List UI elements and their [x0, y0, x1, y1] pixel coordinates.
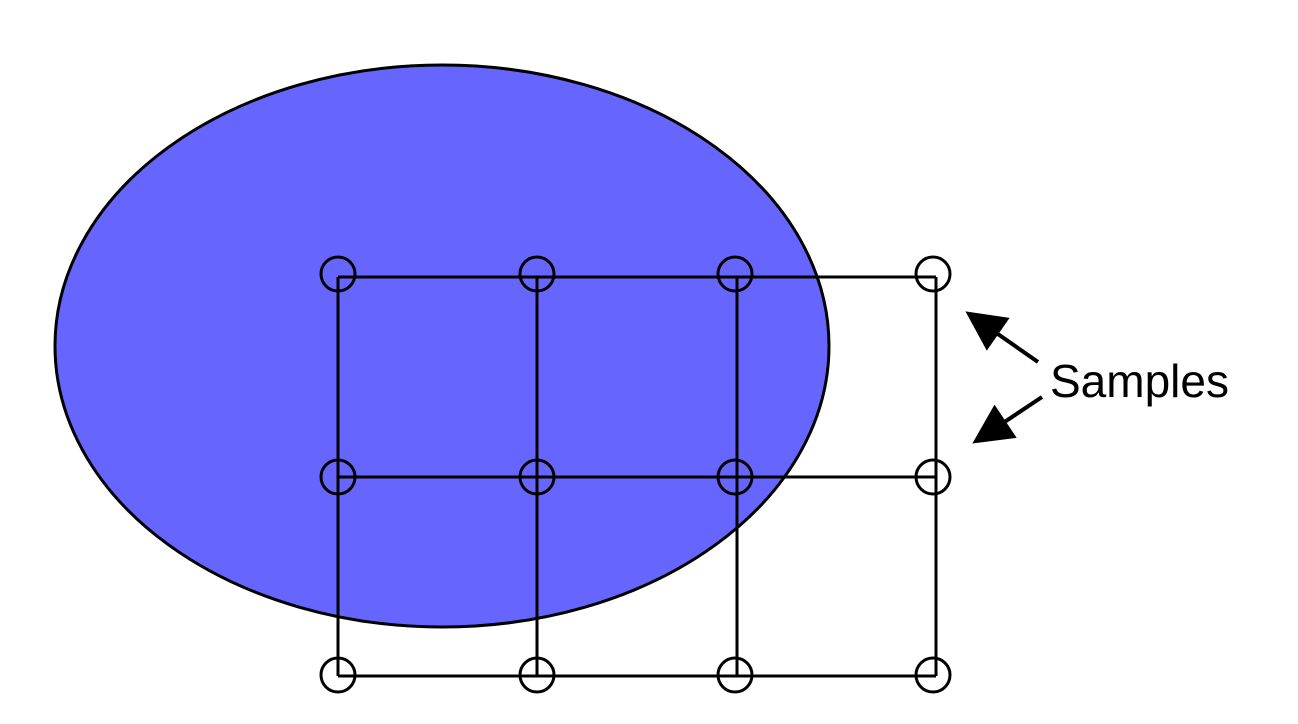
- arrow-lower: [972, 395, 1044, 444]
- sample-point: [716, 458, 754, 496]
- sample-point: [319, 458, 357, 496]
- arrow-upper: [965, 311, 1040, 364]
- samples-label: Samples: [1050, 355, 1229, 407]
- sample-point: [518, 458, 556, 496]
- grid-lines: [336, 275, 938, 678]
- sample-point: [914, 255, 952, 293]
- sample-points: [319, 255, 952, 694]
- label-arrows: [965, 311, 1044, 444]
- sample-point: [716, 656, 754, 694]
- sample-point: [518, 656, 556, 694]
- sample-point: [914, 458, 952, 496]
- sample-point: [914, 656, 952, 694]
- shape-ellipse: [53, 63, 831, 629]
- sample-point: [518, 255, 556, 293]
- sample-point: [319, 656, 357, 694]
- sample-point: [716, 255, 754, 293]
- sample-point: [319, 255, 357, 293]
